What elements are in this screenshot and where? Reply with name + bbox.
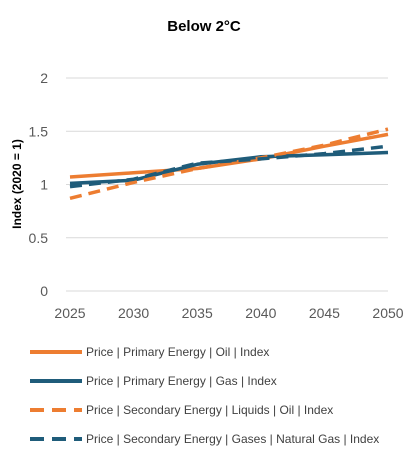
- x-tick-label: 2030: [118, 305, 149, 321]
- legend-item: Price | Secondary Energy | Gases | Natur…: [28, 429, 379, 449]
- legend-swatch: [30, 379, 82, 383]
- y-tick-label: 1: [40, 177, 48, 193]
- legend-item: Price | Primary Energy | Gas | Index: [28, 371, 277, 391]
- series-line-4: [69, 144, 389, 189]
- plot-area: 0 0.5 1 1.5 2 2025 2030 2035 2040 2045 2050: [29, 70, 404, 321]
- x-tick-label: 2040: [245, 305, 276, 321]
- legend-item: Price | Primary Energy | Oil | Index: [28, 342, 269, 362]
- y-tick-label: 2: [40, 70, 48, 86]
- y-tick-label: 0.5: [29, 230, 49, 246]
- legend-item: Price | Secondary Energy | Liquids | Oil…: [28, 400, 333, 420]
- y-tick-label: 1.5: [29, 123, 49, 139]
- y-tick-label: 0: [40, 283, 48, 299]
- series-line-3: [69, 127, 389, 200]
- chart-title: Below 2°C: [167, 18, 241, 35]
- x-tick-label: 2025: [54, 305, 85, 321]
- legend-swatch: [30, 408, 82, 412]
- legend-label: Price | Primary Energy | Oil | Index: [86, 345, 270, 359]
- legend-swatch: [30, 350, 82, 354]
- x-tick-label: 2050: [372, 305, 403, 321]
- legend-label: Price | Secondary Energy | Gases | Natur…: [86, 432, 380, 446]
- x-tick-label: 2035: [182, 305, 213, 321]
- series-line-2: [69, 150, 389, 186]
- x-tick-label: 2045: [309, 305, 340, 321]
- legend-label: Price | Secondary Energy | Liquids | Oil…: [86, 403, 334, 417]
- legend-swatch: [30, 437, 82, 441]
- legend-label: Price | Primary Energy | Gas | Index: [86, 374, 277, 388]
